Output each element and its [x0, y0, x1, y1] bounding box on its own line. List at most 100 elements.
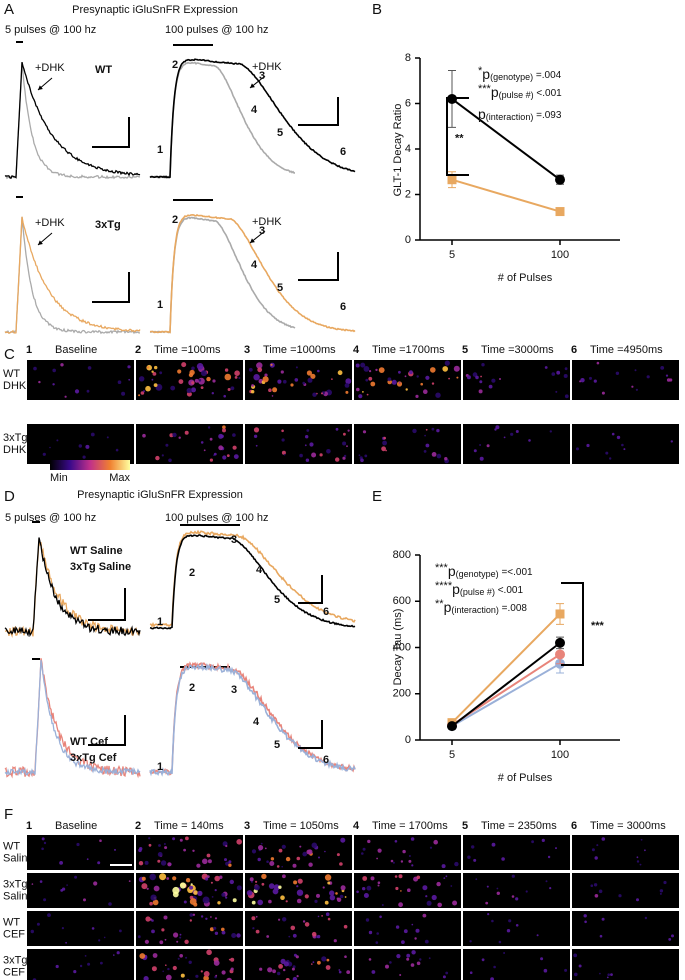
image-tile	[27, 949, 134, 980]
timepoint-number: 2	[135, 344, 141, 356]
fluorescence-spot	[360, 458, 364, 463]
fluorescence-spot	[295, 366, 298, 369]
fluorescence-spot	[172, 837, 176, 841]
fluorescence-spot	[615, 371, 620, 375]
fluorescence-spot	[660, 366, 665, 370]
fluorescence-spot	[248, 367, 253, 372]
fluorescence-spot	[377, 881, 381, 884]
fluorescence-spot	[491, 842, 496, 847]
fluorescence-spot	[283, 453, 286, 456]
fluorescence-spot	[43, 841, 47, 845]
fluorescence-spot	[425, 895, 428, 898]
fluorescence-spot	[494, 428, 497, 431]
fluorescence-spot	[232, 898, 237, 903]
fluorescence-spot	[76, 842, 80, 847]
fluorescence-spot	[207, 426, 211, 429]
trace-marker: 2	[172, 214, 178, 226]
image-tile	[463, 911, 570, 946]
stat-annotation: *p(genotype) =.004	[478, 65, 562, 82]
fluorescence-spot	[281, 844, 286, 849]
fluorescence-spot	[368, 958, 372, 961]
fluorescence-spot	[335, 427, 339, 431]
timepoint-number: 3	[244, 820, 250, 832]
fluorescence-spot	[177, 369, 182, 374]
fluorescence-spot	[170, 385, 176, 391]
fluorescence-spot	[270, 857, 275, 861]
fluorescence-spot	[234, 376, 238, 379]
stat-stars: *	[478, 65, 483, 77]
fluorescence-spot	[480, 375, 482, 378]
fluorescence-spot	[590, 884, 594, 887]
fluorescence-spot	[178, 379, 184, 384]
stat-annotation: ***p(pulse #) <.001	[478, 83, 562, 100]
image-tile	[354, 424, 461, 464]
fluorescence-spot	[155, 455, 160, 461]
stat-value: =.008	[499, 603, 528, 614]
fluorescence-spot	[376, 932, 380, 935]
fluorescence-spot	[184, 939, 189, 944]
fluorescence-spot	[283, 961, 289, 967]
stat-annotation: p(interaction) =.093	[478, 106, 562, 123]
panel-letter: F	[4, 806, 13, 823]
scale-bar	[88, 715, 126, 746]
fluorescence-spot	[295, 955, 299, 959]
fluorescence-spot	[479, 456, 484, 461]
fluorescence-spot	[609, 457, 612, 460]
fluorescence-spot	[283, 968, 286, 972]
fluorescence-spot	[142, 433, 146, 438]
fluorescence-spot	[503, 952, 506, 954]
timepoint-label: Time =3000ms	[481, 344, 554, 356]
fluorescence-spot	[406, 957, 410, 961]
fluorescence-spot	[364, 454, 368, 458]
fluorescence-spot	[269, 861, 275, 866]
fluorescence-spot	[211, 392, 214, 395]
image-tile	[463, 949, 570, 980]
fluorescence-spot	[481, 363, 485, 367]
fluorescence-spot	[358, 454, 361, 457]
fluorescence-spot	[363, 366, 370, 372]
fluorescence-spot	[153, 885, 160, 892]
fluorescence-spot	[33, 366, 37, 371]
fluorescence-spot	[598, 889, 603, 894]
fluorescence-spot	[495, 425, 500, 430]
fluorescence-spot	[378, 367, 385, 373]
fluorescence-spot	[340, 837, 346, 843]
fluorescence-spot	[139, 376, 145, 382]
fluorescence-spot	[344, 896, 347, 898]
data-point	[447, 721, 457, 732]
fluorescence-spot	[331, 378, 333, 380]
fluorescence-spot	[319, 453, 323, 457]
image-tile	[572, 360, 679, 400]
fluorescence-spot	[472, 372, 478, 377]
fluorescence-spot	[511, 874, 515, 878]
fluorescence-spot	[475, 878, 478, 881]
fluorescence-spot	[445, 875, 448, 878]
fluorescence-spot	[425, 428, 428, 431]
fluorescence-spot	[326, 449, 331, 454]
fluorescence-spot	[362, 887, 366, 891]
image-tile	[245, 424, 352, 464]
fluorescence-spot	[144, 860, 149, 865]
fluorescence-spot	[205, 917, 208, 920]
fluorescence-spot	[93, 881, 98, 886]
fluorescence-spot	[173, 932, 179, 938]
panel-title: Presynaptic iGluSnFR Expression	[72, 4, 238, 16]
fluorescence-spot	[97, 861, 101, 865]
fluorescence-spot	[594, 856, 598, 860]
fluorescence-spot	[362, 430, 367, 434]
fluorescence-spot	[152, 953, 158, 958]
fluorescence-spot	[317, 369, 320, 373]
fluorescence-spot	[310, 373, 316, 379]
fluorescence-spot	[365, 378, 369, 382]
trace-marker: 5	[277, 282, 283, 294]
fluorescence-spot	[366, 885, 372, 891]
fluorescence-spot	[312, 392, 317, 397]
fluorescence-spot	[281, 865, 284, 868]
fluorescence-spot	[164, 846, 168, 850]
fluorescence-spot	[227, 388, 231, 391]
fluorescence-spot	[150, 894, 157, 901]
fluorescence-spot	[185, 956, 188, 959]
fluorescence-spot	[304, 922, 310, 927]
fluorescence-spot	[60, 363, 64, 367]
timepoint-number: 5	[462, 344, 468, 356]
